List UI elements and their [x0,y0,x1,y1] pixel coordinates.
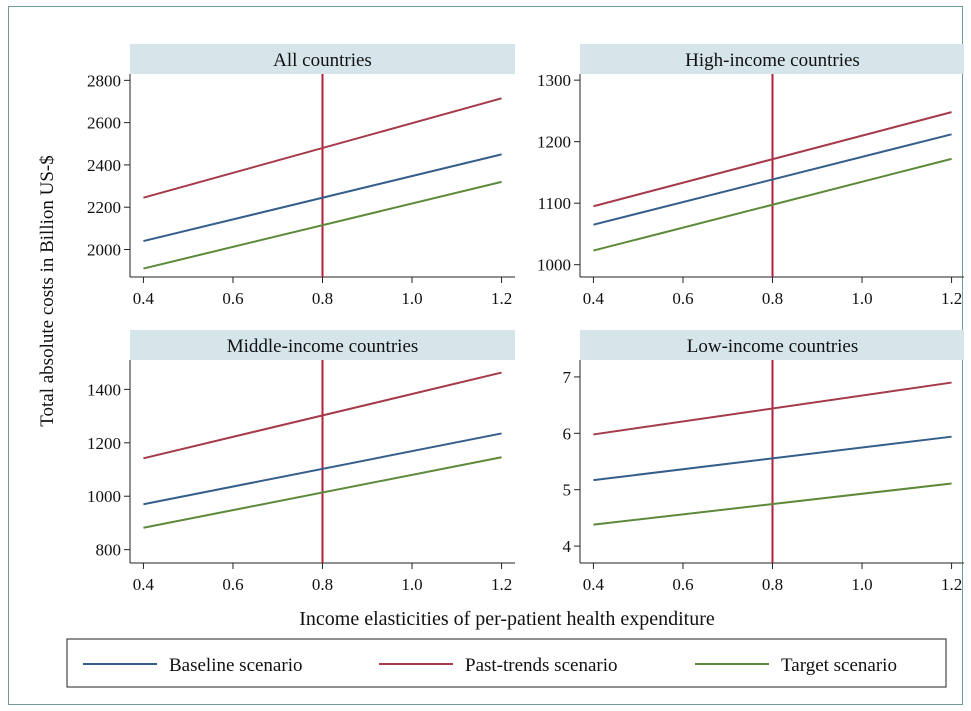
panel-4: Low-income countries 4 5 6 7 0.4 0.6 0.8 1.0 1.2 [563,330,964,594]
panel-header [580,44,964,74]
panel-header [130,330,515,360]
y-tick-label: 1000 [87,487,121,506]
x-tick-label: 0.4 [133,575,155,594]
panel-2: High-income countries 1000 1100 1200 1300 0.4… [537,44,964,308]
x-tick-label: 0.6 [672,575,693,594]
series-line-past [593,381,952,436]
y-tick-label: 2600 [87,114,121,133]
y-tick-label: 1300 [537,71,571,90]
legend-label-past: Past-trends scenario [465,655,617,676]
y-tick-label: 800 [96,541,122,560]
x-tick-label: 1.2 [491,575,512,594]
y-tick-label: 2800 [87,71,121,90]
series-line-target [143,180,502,270]
x-tick-label: 0.6 [222,575,243,594]
y-tick-label: 1200 [537,133,571,152]
x-tick-label: 0.6 [672,289,693,308]
panel-3: Middle-income countries 800 1000 1200 1400 0.… [87,330,515,594]
panel-header [580,330,964,360]
x-tick-label: 0.4 [583,575,605,594]
y-tick-label: 7 [563,368,572,387]
x-tick-label: 0.4 [133,289,155,308]
y-tick-label: 1100 [538,194,571,213]
legend-box [66,638,947,688]
x-tick-label: 0.8 [312,575,333,594]
x-tick-label: 1.0 [401,289,422,308]
x-tick-label: 0.8 [312,289,333,308]
panel-1: All countries 2000 2200 2400 2600 2800 0.4 0.6 0… [87,44,515,308]
series-line-past [593,111,952,208]
y-tick-label: 1000 [537,256,571,275]
x-tick-label: 0.6 [222,289,243,308]
legend-label-target: Target scenario [781,655,897,676]
y-axis-label: Total absolute costs in Billion US-$ [37,155,58,427]
series-line-baseline [143,432,502,506]
x-tick-label: 1.0 [851,289,872,308]
y-tick-label: 1400 [87,380,121,399]
y-tick-label: 4 [563,537,572,556]
x-tick-label: 0.4 [583,289,605,308]
x-tick-label: 1.2 [941,575,962,594]
series-line-past [143,371,502,460]
y-tick-label: 5 [563,481,572,500]
panel-title: All countries [273,50,372,71]
series-line-baseline [143,153,502,243]
x-tick-label: 1.2 [491,289,512,308]
y-tick-label: 1200 [87,434,121,453]
panel-title: Low-income countries [687,336,858,357]
panels: All countries 2000 2200 2400 2600 2800 0.4 0.6 0… [87,44,964,594]
chart-canvas: Total absolute costs in Billion US-$ Inc… [37,44,964,688]
y-tick-label: 2400 [87,156,121,175]
panel-title: High-income countries [685,50,860,71]
x-tick-label: 0.8 [762,575,783,594]
x-tick-label: 1.2 [941,289,962,308]
y-tick-label: 6 [563,424,572,443]
x-axis-label: Income elasticities of per-patient healt… [299,608,715,630]
series-line-baseline [593,133,952,226]
series-line-target [593,482,952,526]
series-line-target [593,157,952,252]
panel-title: Middle-income countries [227,336,419,357]
series-line-baseline [593,435,952,482]
x-tick-label: 1.0 [851,575,872,594]
series-line-past [143,97,502,199]
y-tick-label: 2200 [87,198,121,217]
x-tick-label: 0.8 [762,289,783,308]
legend-label-baseline: Baseline scenario [169,655,302,676]
y-tick-label: 2000 [87,241,121,260]
x-tick-label: 1.0 [401,575,422,594]
series-line-target [143,456,502,529]
panel-header [130,44,515,74]
legend: Baseline scenario Past-trends scenario T… [66,638,947,688]
figure-frame: Total absolute costs in Billion US-$ Inc… [8,6,964,705]
